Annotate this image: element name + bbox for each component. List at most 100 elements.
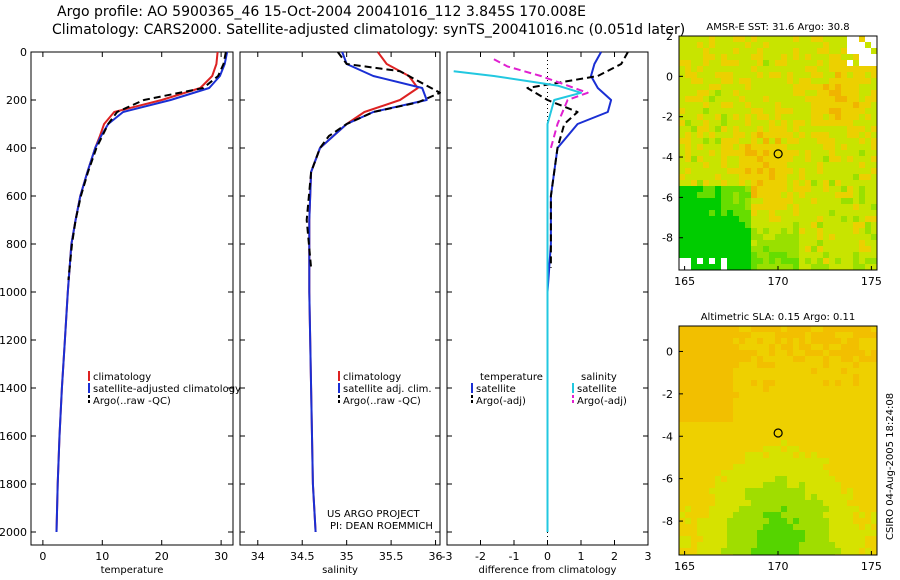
- sst-map-cell: [727, 66, 733, 72]
- sla-map-cell: [847, 506, 853, 512]
- sla-map-cell: [697, 362, 703, 368]
- sla-map-cell: [691, 344, 697, 350]
- sla-map-cell: [757, 404, 763, 410]
- sla-map-cell: [763, 422, 769, 428]
- sla-map-cell: [721, 488, 727, 494]
- sla-map-cell: [703, 380, 709, 386]
- sst-map-cell: [865, 150, 871, 156]
- sla-map-cell: [685, 398, 691, 404]
- sla-map-cell: [781, 446, 787, 452]
- sst-map-cell: [703, 42, 709, 48]
- sla-map-cell: [871, 392, 877, 398]
- sst-map-cell: [721, 54, 727, 60]
- temperature-legend-label: Argo(..raw -QC): [93, 396, 171, 407]
- sst-map-cell: [787, 228, 793, 234]
- sla-map-cell: [703, 536, 709, 542]
- sla-map-cell: [733, 398, 739, 404]
- sst-map-cell: [679, 216, 685, 222]
- sst-map-cell: [775, 222, 781, 228]
- sst-map-cell: [823, 210, 829, 216]
- sst-map-cell: [691, 36, 697, 42]
- temperature-ytick-label: 800: [6, 238, 27, 251]
- sla-map-cell: [751, 488, 757, 494]
- sst-map-cell: [697, 234, 703, 240]
- sla-map-cell: [733, 512, 739, 518]
- sst-map-cell: [763, 228, 769, 234]
- sst-map-cell: [697, 150, 703, 156]
- sst-map-cell: [745, 222, 751, 228]
- sst-map-cell: [685, 192, 691, 198]
- sst-map-cell: [727, 168, 733, 174]
- sst-map-cell: [775, 84, 781, 90]
- sst-map-cell: [787, 180, 793, 186]
- sla-map-cell: [685, 488, 691, 494]
- sst-map-cell: [793, 42, 799, 48]
- difference-xtick-label: 3: [645, 550, 652, 563]
- sst-map-cell: [817, 234, 823, 240]
- sst-map-cell: [721, 210, 727, 216]
- sst-map-cell: [859, 138, 865, 144]
- sla-map-cell: [757, 344, 763, 350]
- sst-map-cell: [841, 54, 847, 60]
- sla-map-cell: [709, 374, 715, 380]
- sla-map-cell: [685, 548, 691, 554]
- sst-map-cell: [733, 192, 739, 198]
- sla-map-cell: [679, 512, 685, 518]
- sla-map-cell: [805, 326, 811, 332]
- sla-map-cell: [703, 506, 709, 512]
- difference-series-3: [493, 58, 589, 149]
- sst-map-cell: [835, 96, 841, 102]
- sla-map-cell: [733, 422, 739, 428]
- sla-map-cell: [691, 332, 697, 338]
- sst-map-cell: [829, 48, 835, 54]
- sst-map-xtick-label: 170: [768, 275, 789, 288]
- sst-map-cell: [733, 210, 739, 216]
- sst-map-cell: [847, 120, 853, 126]
- sst-map-cell: [823, 156, 829, 162]
- sst-map-cell: [703, 108, 709, 114]
- sla-map-cell: [763, 398, 769, 404]
- sst-map-cell: [685, 36, 691, 42]
- sla-map-cell: [733, 404, 739, 410]
- sst-map-cell: [721, 66, 727, 72]
- sla-map-cell: [727, 446, 733, 452]
- sla-map-cell: [823, 446, 829, 452]
- sla-map-cell: [835, 500, 841, 506]
- sst-map-cell: [775, 36, 781, 42]
- sla-map-cell: [709, 476, 715, 482]
- sst-map-cell: [715, 210, 721, 216]
- sst-map-cell: [835, 42, 841, 48]
- difference-left-legend-label: Argo(-adj): [476, 396, 526, 407]
- sst-map-cell: [841, 108, 847, 114]
- sst-map-cell: [787, 84, 793, 90]
- sla-map-cell: [745, 356, 751, 362]
- sla-map-cell: [835, 386, 841, 392]
- sst-map-cell: [727, 102, 733, 108]
- sst-map-cell: [829, 108, 835, 114]
- sla-map-cell: [751, 326, 757, 332]
- sla-map-cell: [823, 530, 829, 536]
- sst-map-cell: [829, 42, 835, 48]
- sla-map-cell: [733, 386, 739, 392]
- sst-map-cell: [697, 222, 703, 228]
- sla-map-cell: [763, 548, 769, 554]
- sst-map-cell: [733, 36, 739, 42]
- sla-map-cell: [829, 500, 835, 506]
- sla-map-cell: [859, 332, 865, 338]
- sla-map-cell: [805, 470, 811, 476]
- sla-map-cell: [721, 404, 727, 410]
- sla-map-cell: [799, 488, 805, 494]
- sla-map-cell: [793, 470, 799, 476]
- sla-map-cell: [817, 392, 823, 398]
- sla-map-cell: [685, 368, 691, 374]
- sla-map-cell: [805, 374, 811, 380]
- sla-map-cell: [745, 476, 751, 482]
- sla-map-ytick-label: -8: [662, 515, 673, 528]
- sla-map-cell: [817, 368, 823, 374]
- sst-map-cell: [739, 54, 745, 60]
- sst-map-cell: [871, 102, 877, 108]
- sla-map-cell: [811, 368, 817, 374]
- sst-map-cell: [727, 120, 733, 126]
- sla-map-cell: [751, 512, 757, 518]
